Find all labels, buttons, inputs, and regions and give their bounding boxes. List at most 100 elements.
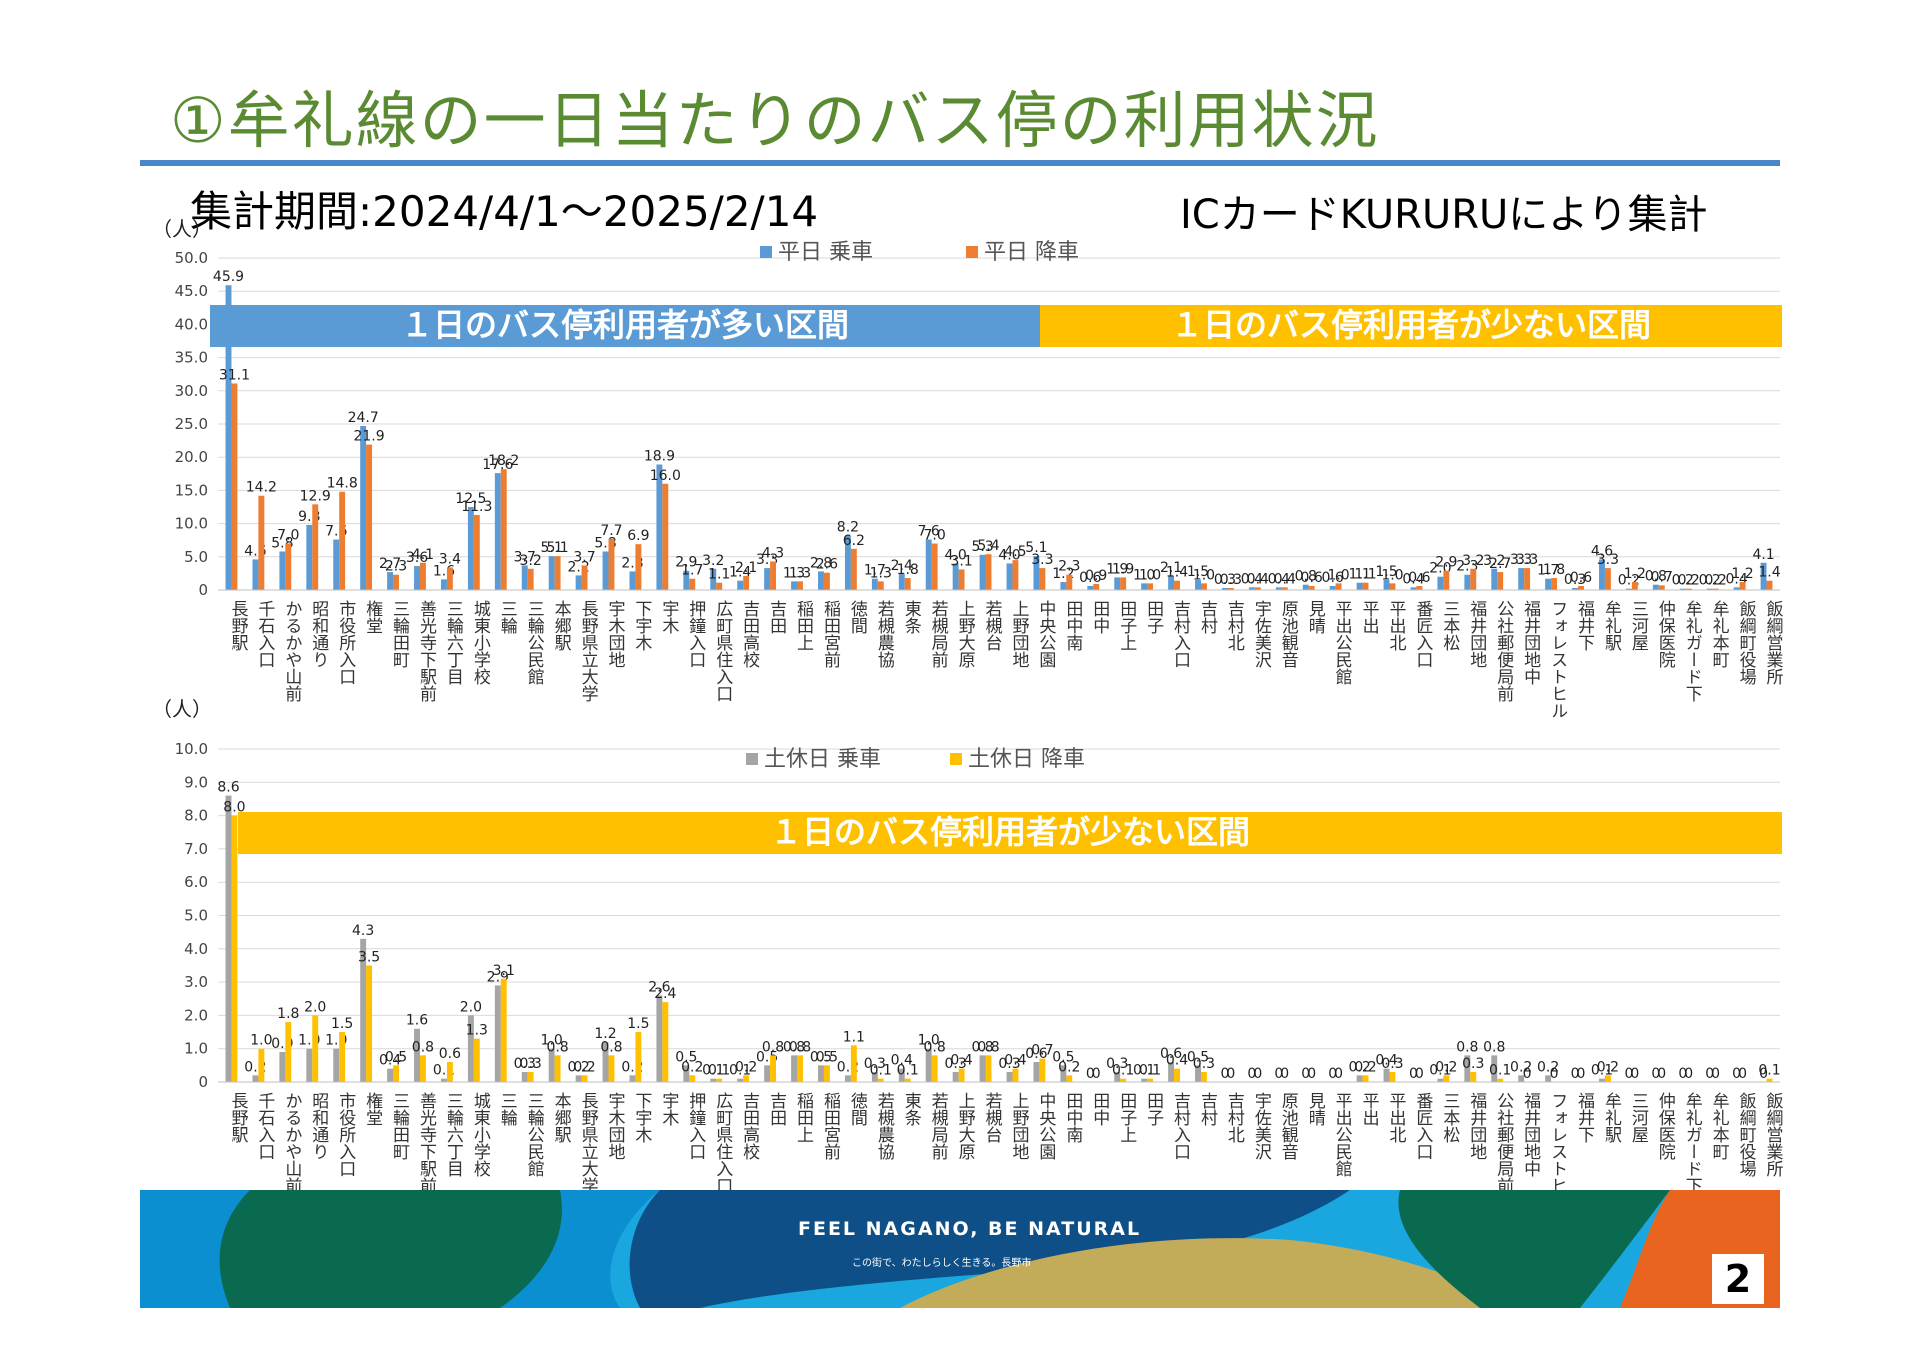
x-tick-label: 田子上 — [1116, 1092, 1137, 1143]
bar — [1060, 1065, 1067, 1082]
data-label: 1.0 — [1193, 567, 1215, 583]
data-label: 1.8 — [1543, 562, 1565, 578]
data-label: 0 — [1657, 1066, 1666, 1082]
bar — [1604, 1075, 1611, 1082]
data-label: 7.6 — [918, 524, 940, 540]
data-label: 18.2 — [488, 453, 519, 469]
bar — [764, 568, 771, 590]
bar — [225, 795, 232, 1082]
data-label: 0.3 — [1106, 1056, 1128, 1072]
data-label: 0.6 — [1570, 570, 1592, 586]
data-label: 0.4 — [1268, 571, 1290, 587]
x-tick-label: 三輪公民館 — [524, 600, 545, 685]
data-label: 0.4 — [1402, 571, 1424, 587]
data-label: 0.2 — [567, 1059, 589, 1075]
bar — [931, 1055, 938, 1082]
data-label: 14.2 — [246, 480, 277, 496]
x-tick-label: 宇佐美沢 — [1251, 1092, 1272, 1160]
data-label: 0 — [1092, 1066, 1101, 1082]
data-label: 0 — [1280, 1066, 1289, 1082]
data-label: 17.6 — [482, 457, 513, 473]
bar — [333, 539, 340, 590]
x-tick-label: 福井団地 — [1466, 600, 1487, 668]
x-tick-label: 牟礼駅 — [1601, 600, 1622, 651]
bar — [581, 1075, 588, 1082]
bar — [925, 539, 932, 590]
data-label: 2.4 — [891, 558, 913, 574]
bar — [904, 578, 911, 590]
x-tick-label: 三輪六丁目 — [443, 1092, 464, 1177]
x-tick-label: 平出 — [1359, 600, 1380, 634]
bar — [608, 1055, 615, 1082]
data-label: 1.7 — [1537, 563, 1559, 579]
bar — [737, 1078, 744, 1082]
weekday-usage-chart: 0 5.0 10.0 15.0 20.0 25.0 30.0 35.0 40.0 45.0 50.0… — [152, 217, 1783, 719]
data-label: 0.3 — [1220, 572, 1242, 588]
bar — [1012, 1068, 1019, 1082]
data-label: 0.2 — [1597, 1059, 1619, 1075]
data-label: 0.1 — [708, 1063, 730, 1079]
x-tick-label: 東条 — [901, 1092, 922, 1126]
bar — [1491, 568, 1498, 590]
bar — [414, 1028, 420, 1082]
x-tick-label: 若槻台 — [982, 600, 1003, 651]
data-label: 0 — [1678, 1066, 1687, 1082]
bar — [1200, 583, 1207, 590]
x-tick-label: 東条 — [901, 600, 922, 634]
bar — [877, 581, 884, 590]
x-tick-label: 三輪田町 — [389, 1092, 410, 1160]
data-label: 1.1 — [708, 567, 730, 583]
data-label: 0 — [1738, 1066, 1747, 1082]
bar — [1120, 577, 1127, 590]
data-label: 2.8 — [810, 555, 832, 571]
data-label: 0.6 — [1079, 570, 1101, 586]
bar — [716, 582, 723, 590]
bar — [602, 551, 609, 590]
data-label: 7.7 — [600, 523, 622, 539]
bar — [419, 1055, 426, 1082]
legend-swatch — [760, 246, 772, 258]
bar — [473, 514, 480, 590]
y-tick-label: 0 — [198, 581, 208, 599]
data-label: 3.3 — [1510, 552, 1532, 568]
bar — [1679, 588, 1686, 590]
x-tick-label: 田中 — [1089, 600, 1109, 634]
y-axis-unit: （人） — [152, 217, 212, 241]
data-label: 0.2 — [1537, 1059, 1559, 1075]
data-label: 0.1 — [1489, 1063, 1511, 1079]
legend-label: 土休日 降車 — [968, 747, 1085, 772]
bar — [904, 1078, 911, 1082]
holiday-usage-chart: 0 1.0 2.0 3.0 4.0 5.0 6.0 7.0 8.0 9.0 10.0 （人） 土休日 乗… — [152, 697, 1783, 1190]
data-label: 1.0 — [1381, 567, 1403, 583]
bar — [1604, 568, 1611, 590]
bar — [1733, 587, 1740, 590]
x-tick-label: 下宇木 — [631, 600, 652, 651]
data-label: 5.4 — [977, 538, 999, 554]
data-label: 0.2 — [1435, 1059, 1457, 1075]
data-label: 1.5 — [1375, 564, 1397, 580]
bar — [952, 1072, 959, 1082]
bar — [1739, 582, 1746, 590]
bar — [1120, 1078, 1127, 1082]
bar — [1545, 578, 1552, 590]
data-label: 0.2 — [1348, 1059, 1370, 1075]
section-band-label: １日のバス停利用者が少ない区間 — [1171, 306, 1651, 344]
data-label: 3.1 — [493, 963, 515, 979]
x-tick-label: 吉村 — [1197, 1092, 1218, 1126]
data-label: 0.3 — [1381, 1056, 1403, 1072]
data-label: 0 — [1220, 1066, 1229, 1082]
data-label: 0.2 — [735, 1059, 757, 1075]
bar — [898, 1068, 905, 1082]
data-label: 1.0 — [250, 1033, 272, 1049]
bar — [419, 562, 426, 590]
x-tick-label: 若槻局前 — [928, 1092, 949, 1161]
bar — [871, 578, 878, 590]
data-label: 1.9 — [1106, 561, 1128, 577]
y-tick-label: 30.0 — [175, 382, 208, 400]
x-tick-label: 牟礼本町 — [1709, 600, 1730, 668]
data-label: 2.6 — [648, 979, 670, 995]
bar — [1652, 584, 1659, 590]
bar — [1356, 582, 1363, 590]
data-label: 2.1 — [1160, 560, 1182, 576]
data-label: 1.6 — [406, 1013, 428, 1029]
